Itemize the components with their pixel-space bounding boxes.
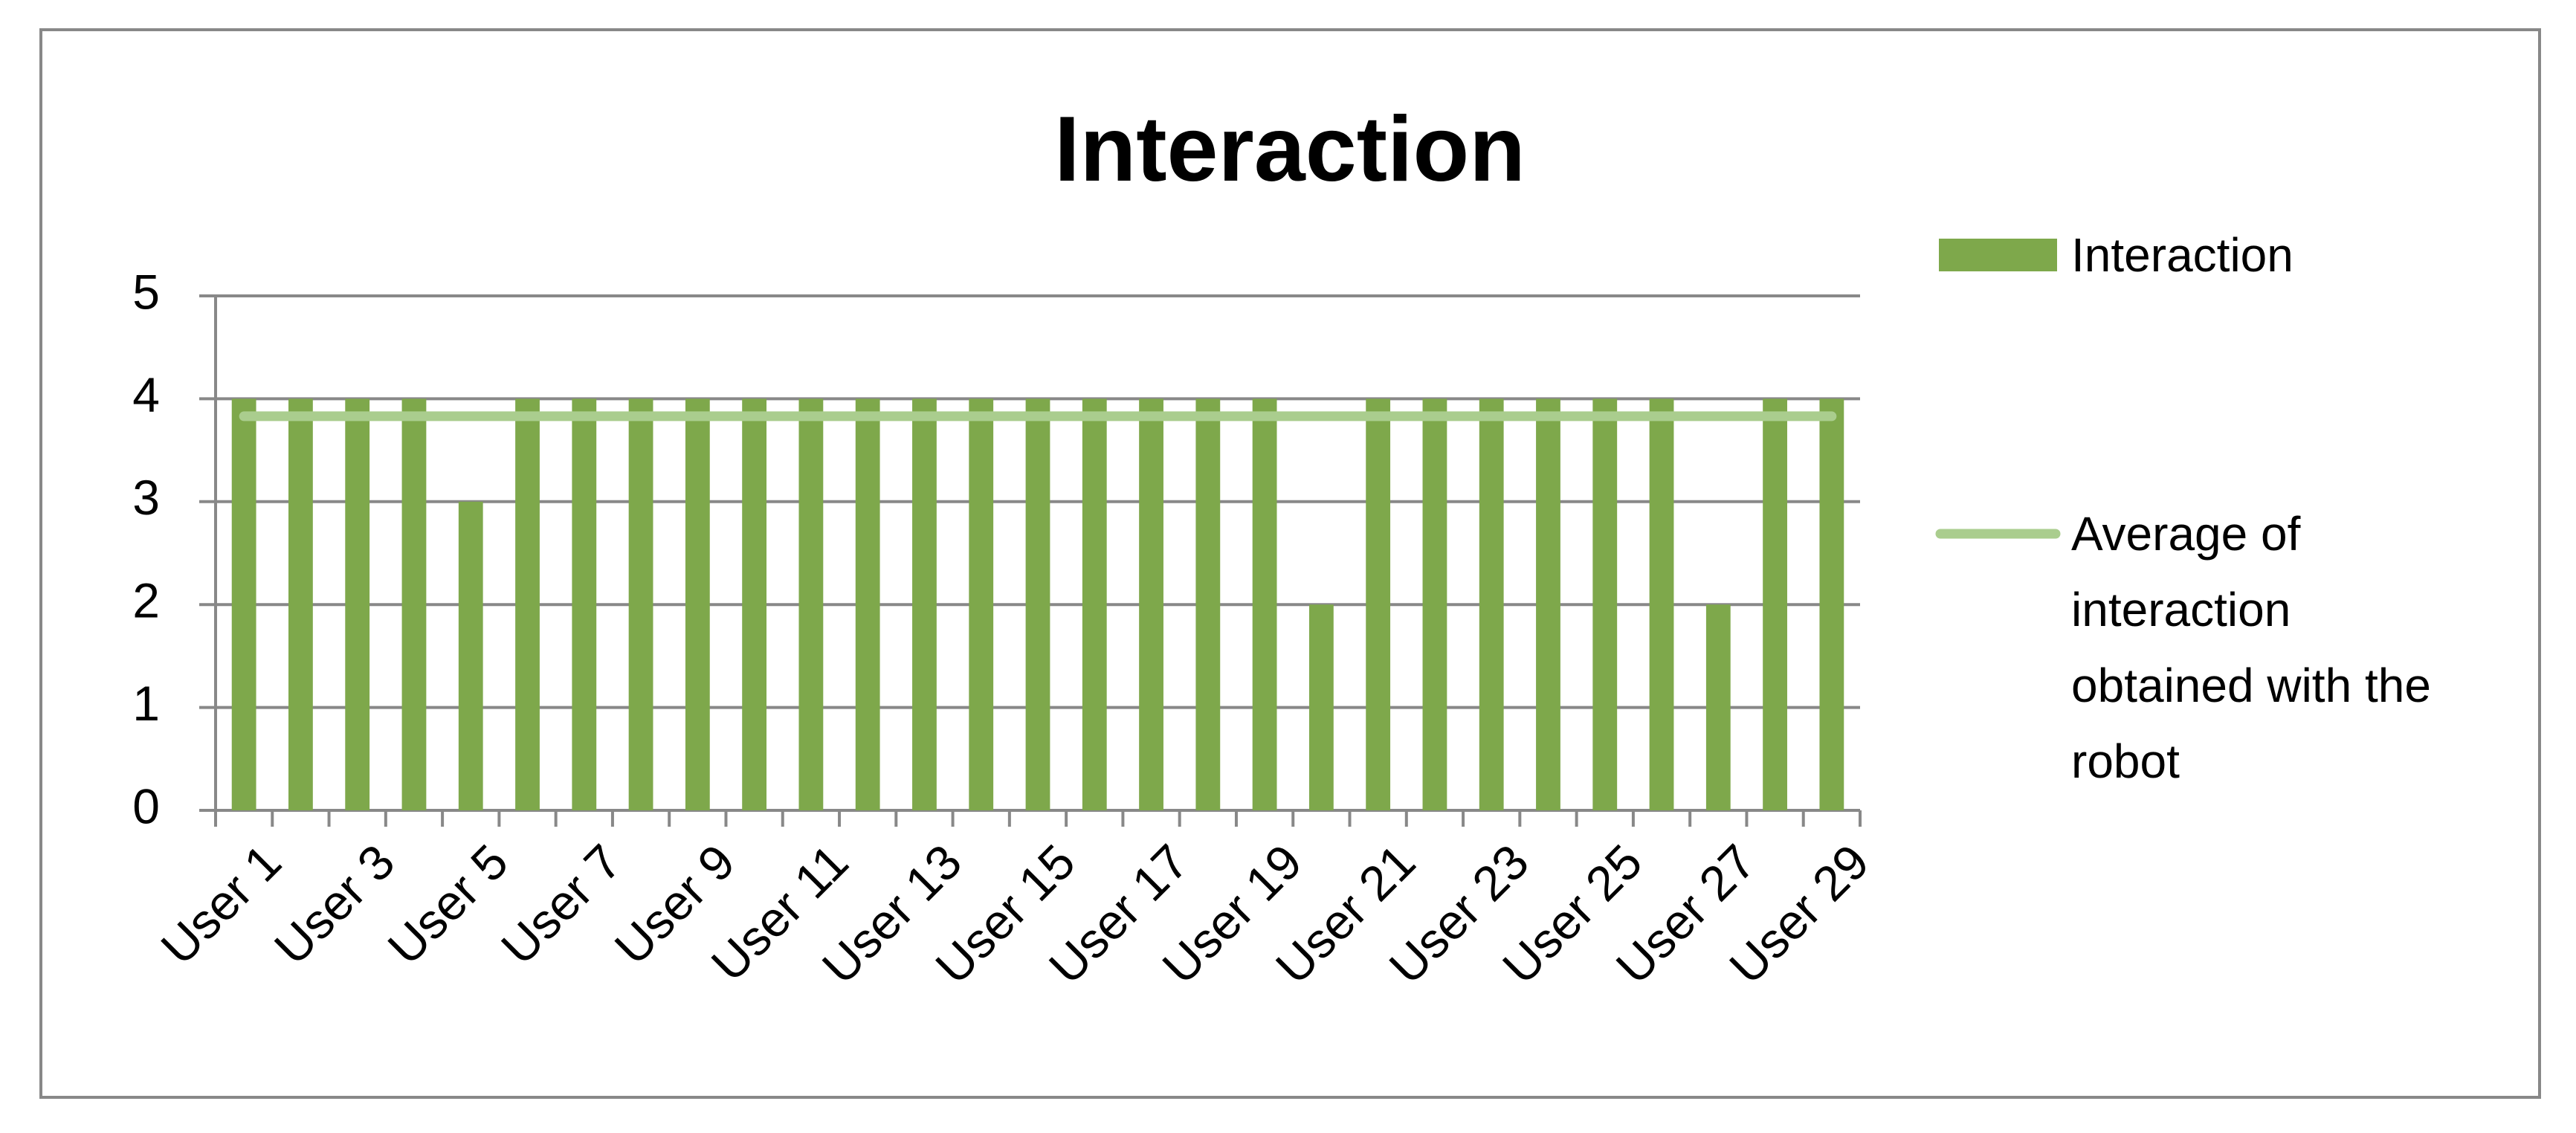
bar bbox=[1082, 398, 1107, 810]
bar bbox=[1025, 398, 1050, 810]
bar bbox=[1592, 398, 1618, 810]
y-tick-label: 0 bbox=[132, 778, 160, 833]
bar bbox=[458, 501, 483, 810]
bar bbox=[1705, 604, 1731, 810]
legend-label: Interaction bbox=[2071, 228, 2293, 282]
bar bbox=[1252, 398, 1277, 810]
bar bbox=[1649, 398, 1674, 810]
bar bbox=[1195, 398, 1221, 810]
y-tick-label: 4 bbox=[132, 367, 160, 422]
bar bbox=[288, 398, 313, 810]
bar bbox=[1308, 604, 1334, 810]
legend-swatch bbox=[1939, 239, 2057, 271]
y-tick-label: 3 bbox=[132, 470, 160, 525]
bar bbox=[798, 398, 824, 810]
bar bbox=[1763, 398, 1787, 810]
bar bbox=[685, 398, 710, 810]
bar bbox=[1479, 398, 1504, 810]
bar bbox=[1422, 398, 1447, 810]
bar bbox=[1366, 398, 1391, 810]
bar bbox=[572, 398, 597, 810]
bar bbox=[1139, 398, 1163, 810]
bar bbox=[231, 398, 256, 810]
bar bbox=[969, 398, 994, 810]
y-tick-label: 2 bbox=[132, 573, 160, 628]
y-tick-label: 5 bbox=[132, 264, 160, 319]
bar bbox=[401, 398, 427, 810]
chart-frame bbox=[39, 28, 2541, 1099]
bar bbox=[345, 398, 370, 810]
bar bbox=[1536, 398, 1560, 810]
bar bbox=[628, 398, 653, 810]
legend-label: Average of interaction obtained with the… bbox=[2071, 507, 2431, 788]
bar bbox=[515, 398, 540, 810]
bar bbox=[742, 398, 767, 810]
bar bbox=[912, 398, 937, 810]
bar bbox=[855, 398, 880, 810]
y-tick-label: 1 bbox=[132, 676, 160, 731]
bar bbox=[1819, 398, 1844, 810]
chart-title: Interaction bbox=[1054, 98, 1526, 201]
